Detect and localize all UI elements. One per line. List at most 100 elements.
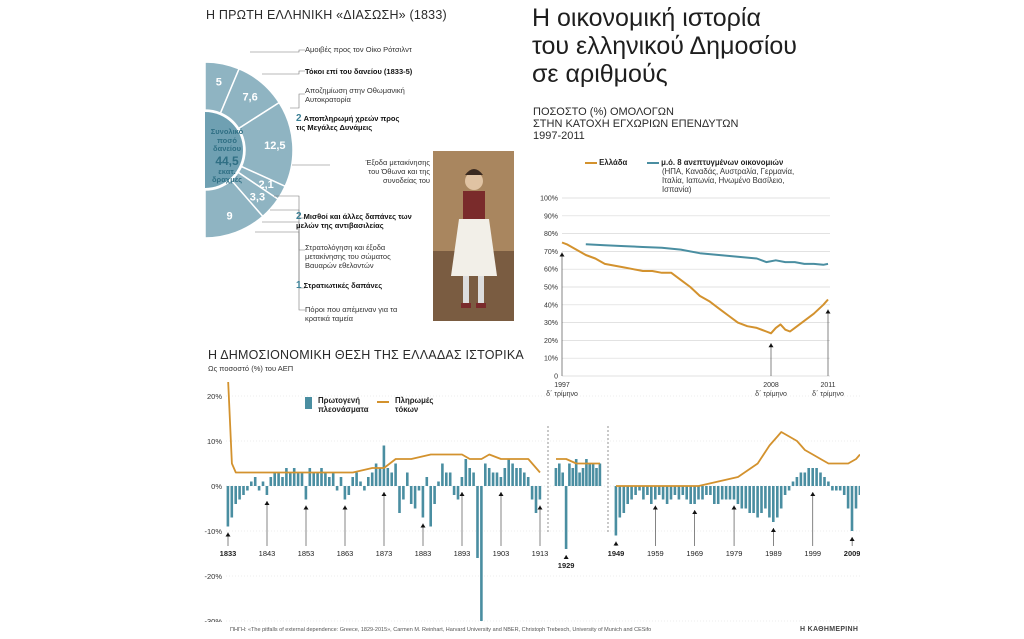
fiscal-bar	[622, 486, 626, 513]
fiscal-bar	[413, 486, 417, 509]
bond-y-tick: 30%	[544, 320, 558, 327]
fiscal-bar	[246, 486, 249, 491]
bond-title-line: ΠΟΣΟΣΤΟ (%) ΟΜΟΛΟΓΩΝ	[533, 106, 674, 118]
fiscal-marker-arrow	[849, 537, 855, 541]
fiscal-bar	[578, 472, 581, 486]
fiscal-bar	[724, 486, 728, 500]
fiscal-bar	[764, 486, 767, 509]
fiscal-bar	[242, 486, 245, 495]
pie-leader-line	[274, 195, 305, 219]
fiscal-bar	[425, 477, 429, 486]
bond-y-tick: 80%	[544, 231, 558, 238]
fiscal-bar	[378, 468, 382, 486]
fiscal-bar	[448, 472, 452, 486]
bond-x-year: 2011	[820, 382, 835, 389]
fiscal-bar	[720, 486, 724, 500]
fiscal-bar	[538, 486, 542, 500]
fiscal-x-label: 1883	[415, 549, 432, 558]
fiscal-x-label: 1959	[647, 549, 664, 558]
fiscal-bar	[523, 472, 526, 486]
fiscal-bar	[756, 486, 759, 518]
fiscal-y-tick: -30%	[204, 617, 222, 622]
fiscal-bar	[300, 472, 304, 486]
fiscal-bar	[673, 486, 677, 495]
fiscal-bar	[386, 468, 390, 486]
fiscal-bar	[324, 472, 327, 486]
fiscal-bar	[316, 472, 319, 486]
fiscal-y-tick: -20%	[204, 572, 222, 581]
pie-slice-value: 5	[216, 76, 222, 88]
fiscal-bar	[815, 468, 818, 486]
fiscal-marker-arrow	[810, 492, 816, 496]
fiscal-bar	[370, 472, 374, 486]
bond-x-year: 1997	[554, 382, 570, 389]
fiscal-x-label: 1979	[726, 549, 743, 558]
fiscal-bar	[308, 468, 312, 486]
fiscal-bar	[642, 486, 645, 500]
pie-center-line: Συνολικό	[210, 127, 244, 136]
pie-label-text: Μισθοί και άλλες δαπάνες των μελών της α…	[296, 212, 412, 230]
fiscal-x-label: 1929	[558, 561, 575, 570]
fiscal-bar	[598, 463, 602, 486]
fiscal-title: Η ΔΗΜΟΣΙΟΝΟΜΙΚΗ ΘΕΣΗ ΤΗΣ ΕΛΛΑΔΑΣ ΙΣΤΟΡΙΚ…	[208, 348, 524, 362]
pie-label-great-powers: 2 Αποπληρωμή χρεών προς τις Μεγάλες Δυνά…	[296, 114, 406, 133]
fiscal-bar	[534, 486, 538, 513]
fiscal-bar	[752, 486, 755, 513]
fiscal-bar	[646, 486, 649, 495]
fiscal-bar	[665, 486, 669, 504]
fiscal-marker-arrow	[692, 510, 698, 514]
pie-label-regency: 2 Μισθοί και άλλες δαπάνες των μελών της…	[296, 212, 426, 231]
fiscal-bar	[588, 463, 591, 486]
bond-marker-arrow	[768, 343, 774, 348]
fiscal-bar	[374, 463, 378, 486]
bond-y-tick: 20%	[544, 338, 558, 345]
fiscal-marker-arrow	[498, 492, 504, 496]
fiscal-bar	[779, 486, 783, 509]
fiscal-marker-arrow	[225, 532, 231, 537]
pie-label-bavarian: Στρατολόγηση και έξοδα μετακίνησης του σ…	[305, 243, 415, 270]
fiscal-bar	[343, 486, 347, 500]
fiscal-bar	[480, 486, 483, 621]
fiscal-bar	[831, 486, 834, 491]
fiscal-bar	[685, 486, 688, 500]
fiscal-bar	[787, 486, 791, 491]
fiscal-bar	[571, 468, 575, 486]
fiscal-bar	[835, 486, 838, 491]
fiscal-bar	[292, 468, 296, 486]
bond-marker-arrow	[825, 309, 831, 314]
fiscal-bar	[709, 486, 712, 495]
main-title-line: σε αριθμούς	[532, 60, 668, 88]
fiscal-bar	[277, 472, 280, 486]
fiscal-marker-arrow	[420, 523, 426, 528]
fiscal-bar	[803, 472, 807, 486]
fiscal-x-label: 1853	[298, 549, 315, 558]
fiscal-bar	[499, 477, 503, 486]
source-note: ΠΗΓΗ: «The pitfalls of external dependen…	[230, 627, 652, 633]
fiscal-bar	[776, 486, 779, 518]
fiscal-bar	[618, 486, 622, 518]
fiscal-bar	[226, 486, 230, 527]
fiscal-y-tick: 10%	[207, 437, 222, 446]
legend-swatch-interest	[377, 401, 389, 403]
bond-x-quarter: δ΄ τρίμηνο	[812, 390, 844, 398]
legend-note: (ΗΠΑ, Καναδάς, Αυστραλία, Γερμανία, Ιταλ…	[662, 167, 795, 194]
pie-center-label: Συνολικό ποσό δανείου 44,5 εκατ. δραχμές	[205, 127, 249, 185]
fiscal-bar	[363, 486, 366, 491]
fiscal-bar	[273, 472, 276, 486]
pie-label-military: 1 Στρατιωτικές δαπάνες	[296, 281, 426, 291]
fiscal-bar	[681, 486, 685, 495]
fiscal-bar	[740, 486, 744, 509]
legend-label: Πρωτογενή πλεονάσματα	[318, 396, 369, 414]
pie-label-rothschild: Αμοιβές προς τον Οίκο Ρότσιλντ	[305, 45, 435, 54]
fiscal-marker-arrow	[652, 505, 658, 510]
fiscal-bar	[402, 486, 405, 500]
fiscal-bar	[716, 486, 720, 504]
fiscal-marker-arrow	[459, 492, 465, 496]
fiscal-x-label: 2009	[844, 549, 860, 558]
pie-label-text: Αμοιβές προς τον Οίκο Ρότσιλντ	[305, 45, 412, 54]
pie-title: Η ΠΡΩΤΗ ΕΛΛΗΝΙΚΗ «ΔΙΑΣΩΣΗ» (1833)	[206, 8, 447, 22]
fiscal-x-label: 1873	[376, 549, 393, 558]
pie-label-ottoman: Αποζημίωση στην Οθωμανική Αυτοκρατορία	[305, 86, 415, 104]
fiscal-bar	[476, 486, 479, 558]
fiscal-marker-arrow	[731, 505, 737, 510]
